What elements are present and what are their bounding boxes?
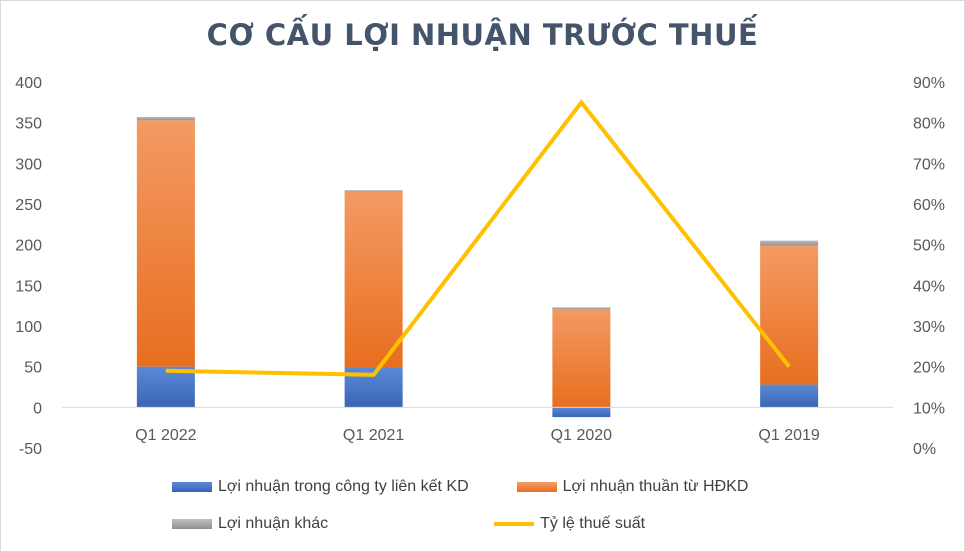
y-left-tick-label: 150 bbox=[15, 278, 42, 295]
y-right-tick-label: 10% bbox=[913, 400, 945, 417]
y-right-tick-label: 70% bbox=[913, 156, 945, 173]
legend-swatch-thue-suat bbox=[494, 522, 535, 526]
y-left-tick-label: 100 bbox=[15, 319, 42, 336]
bar-segment bbox=[760, 384, 819, 408]
y-right-tick-label: 0% bbox=[913, 441, 936, 458]
legend-label-khac: Lợi nhuận khác bbox=[218, 515, 329, 532]
legend-swatch-lien-ket bbox=[172, 482, 212, 492]
chart-title: CƠ CẤU LỢI NHUẬN TRƯỚC THUẾ bbox=[206, 18, 759, 52]
legend-row-1: Lợi nhuận trong công ty liên kết KD Lợi … bbox=[172, 478, 748, 496]
bar-segment bbox=[136, 120, 195, 367]
bar-segment bbox=[552, 308, 611, 408]
y-right-tick-label: 20% bbox=[913, 360, 945, 377]
y-left-tick-label: 250 bbox=[15, 197, 42, 214]
y-right-tick-label: 30% bbox=[913, 319, 945, 336]
x-category-label: Q1 2020 bbox=[551, 427, 612, 444]
y-right-tick-label: 40% bbox=[913, 278, 945, 295]
bar-segment bbox=[552, 407, 611, 418]
y-left-tick-label: 50 bbox=[24, 360, 42, 377]
x-category-label: Q1 2021 bbox=[343, 427, 404, 444]
y-left-tick-label: 200 bbox=[15, 238, 42, 255]
legend-row-2: Lợi nhuận khác Tỷ lệ thuế suất bbox=[172, 515, 645, 533]
y-right-tick-label: 90% bbox=[913, 75, 945, 92]
legend-label-thue-suat: Tỷ lệ thuế suất bbox=[540, 515, 646, 532]
y-left-tick-label: -50 bbox=[19, 441, 42, 458]
legend-item-thue-suat: Tỷ lệ thuế suất bbox=[494, 515, 645, 533]
bar-segment bbox=[760, 240, 819, 246]
y-left-tick-label: 350 bbox=[15, 116, 42, 133]
legend-item-lien-ket: Lợi nhuận trong công ty liên kết KD bbox=[172, 478, 469, 496]
bar-segment bbox=[760, 245, 819, 385]
bar-segment bbox=[136, 116, 195, 121]
y-left-tick-label: 300 bbox=[15, 156, 42, 173]
tax-rate-line bbox=[165, 99, 791, 377]
y-right-tick-label: 80% bbox=[913, 116, 945, 133]
legend-label-lien-ket: Lợi nhuận trong công ty liên kết KD bbox=[218, 478, 469, 495]
legend-label-hdkd: Lợi nhuận thuần từ HĐKD bbox=[562, 478, 749, 495]
legend-swatch-khac bbox=[172, 519, 212, 529]
legend-item-khac: Lợi nhuận khác bbox=[172, 515, 328, 533]
y-left-tick-label: 400 bbox=[15, 75, 42, 92]
y-left-tick-label: 0 bbox=[33, 400, 42, 417]
bar-segment bbox=[136, 366, 195, 408]
y-right-tick-label: 60% bbox=[913, 197, 945, 214]
y-right-tick-label: 50% bbox=[913, 238, 945, 255]
x-category-label: Q1 2022 bbox=[135, 427, 196, 444]
legend-swatch-hdkd bbox=[516, 482, 557, 492]
x-category-label: Q1 2019 bbox=[758, 427, 819, 444]
bar-segment bbox=[344, 191, 403, 368]
legend-item-hdkd: Lợi nhuận thuần từ HĐKD bbox=[516, 478, 749, 496]
bar-segment bbox=[552, 307, 611, 309]
bar-segment bbox=[344, 190, 403, 192]
